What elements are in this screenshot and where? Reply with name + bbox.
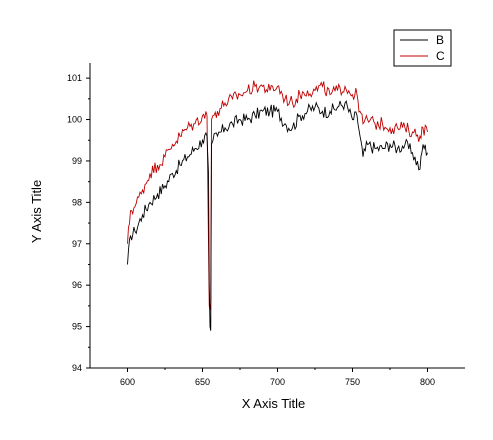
axes xyxy=(89,63,465,369)
x-tick-label: 650 xyxy=(195,377,210,387)
x-tick-label: 800 xyxy=(420,377,435,387)
x-tick-label: 750 xyxy=(345,377,360,387)
x-ticks: 600 650 700 750 800 xyxy=(120,368,435,387)
y-tick-label: 94 xyxy=(72,363,82,373)
y-tick-label: 100 xyxy=(67,115,82,125)
series-layer xyxy=(127,80,428,331)
x-tick-label: 600 xyxy=(120,377,135,387)
y-tick-label: 101 xyxy=(67,73,82,83)
y-tick-label: 95 xyxy=(72,322,82,332)
series-line-b xyxy=(127,99,428,331)
y-tick-label: 96 xyxy=(72,280,82,290)
series-line-c xyxy=(127,80,428,311)
y-tick-label: 99 xyxy=(72,156,82,166)
y-ticks: 94 95 96 97 98 99 100 101 xyxy=(67,73,90,373)
x-tick-label: 700 xyxy=(270,377,285,387)
legend-box xyxy=(393,29,452,67)
legend-label-b: B xyxy=(436,33,444,47)
y-tick-label: 97 xyxy=(72,239,82,249)
legend: B C xyxy=(393,29,452,67)
y-tick-label: 98 xyxy=(72,197,82,207)
y-axis-title: Y Axis Title xyxy=(29,180,44,243)
legend-label-c: C xyxy=(436,49,445,63)
x-axis-title: X Axis Title xyxy=(242,396,306,411)
